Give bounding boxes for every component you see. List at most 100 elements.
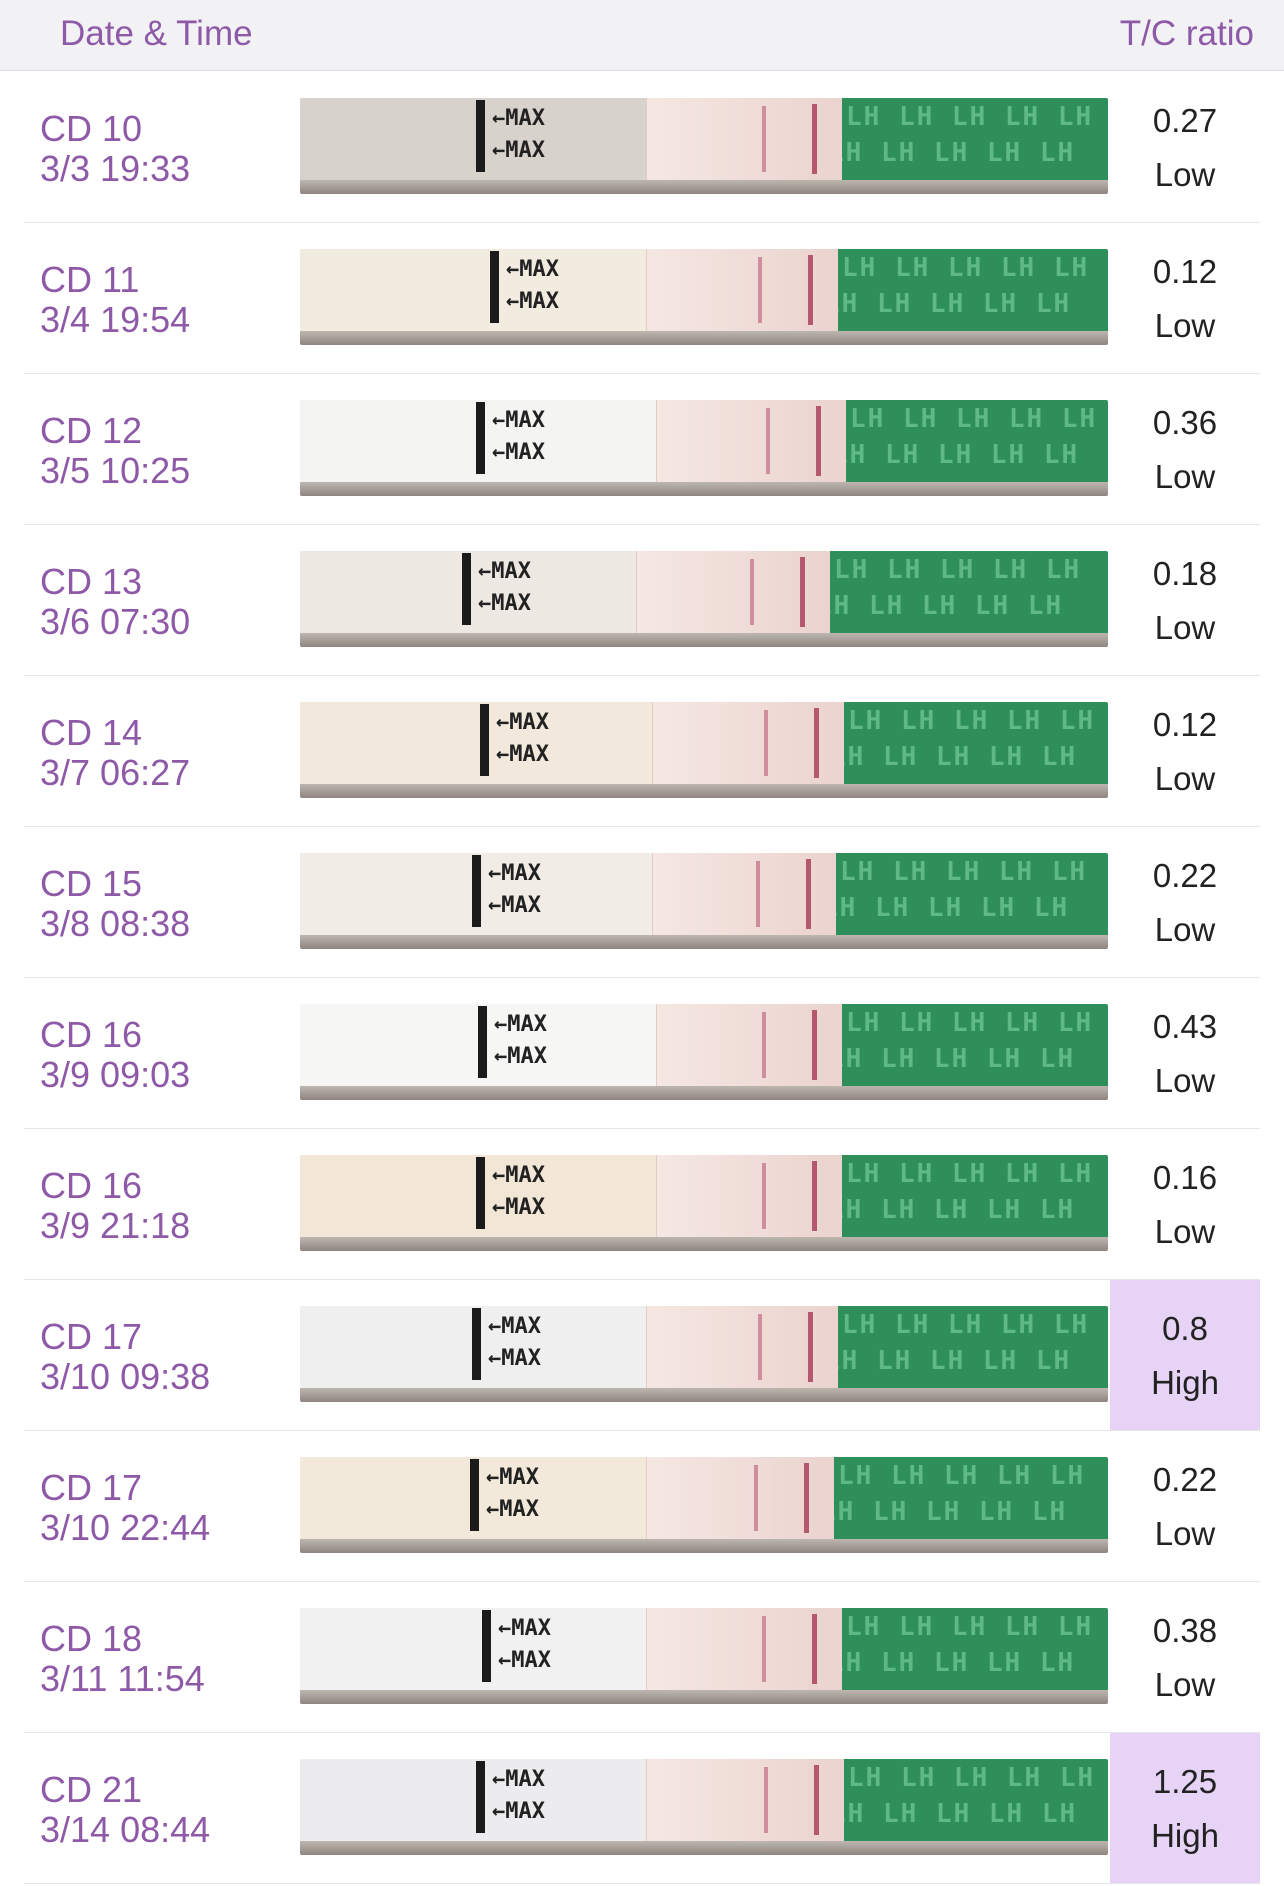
lh-level-label: Low: [1154, 1062, 1216, 1099]
control-line: [812, 1161, 817, 1231]
cycle-day-label: CD 17: [40, 1316, 143, 1357]
ratio-cell: 0.43 Low: [1110, 978, 1260, 1128]
lh-pattern-top: LH LH LH LH LH: [842, 1310, 1090, 1340]
strip-lh-label-end: LH LH LH LH LH LH LH LH LH LH: [838, 249, 1108, 331]
cycle-day-label: CD 14: [40, 712, 143, 753]
lh-pattern-bottom: LH LH LH LH LH: [838, 1346, 1072, 1376]
strip-result-window: [652, 702, 845, 784]
ratio-cell: 0.22 Low: [1110, 827, 1260, 977]
date-time-column-header[interactable]: Date & Time: [60, 14, 253, 53]
strip-max-marker: [476, 1761, 485, 1833]
tc-ratio-column-header[interactable]: T/C ratio: [1119, 14, 1254, 53]
tc-ratio-value: 1.25: [1152, 1763, 1218, 1800]
cycle-day-label: CD 15: [40, 863, 143, 904]
max-label-top: ←MAX: [492, 106, 545, 131]
lh-pattern-top: LH LH LH LH LH: [846, 102, 1094, 132]
lh-pattern-bottom: LH LH LH LH LH: [830, 591, 1064, 621]
test-datetime-label: 3/4 19:54: [40, 299, 191, 340]
table-row[interactable]: CD 16 3/9 09:03 ←MAX ←MAX LH LH LH LH LH LH L…: [24, 978, 1260, 1129]
table-row[interactable]: CD 11 3/4 19:54 ←MAX ←MAX LH LH LH LH LH LH L…: [24, 223, 1260, 374]
cycle-day-label: CD 12: [40, 410, 143, 451]
strip-shadow: [300, 1539, 1108, 1553]
tc-ratio-value: 0.16: [1152, 1159, 1218, 1196]
lh-level-label: High: [1151, 1817, 1219, 1854]
test-line: [758, 257, 762, 323]
lh-test-strip-photo[interactable]: ←MAX ←MAX LH LH LH LH LH LH LH LH LH LH: [300, 400, 1108, 496]
lh-test-strip-photo[interactable]: ←MAX ←MAX LH LH LH LH LH LH LH LH LH LH: [300, 249, 1108, 345]
test-datetime-label: 3/8 08:38: [40, 903, 191, 944]
max-label-top: ←MAX: [488, 861, 541, 886]
lh-test-strip-photo[interactable]: ←MAX ←MAX LH LH LH LH LH LH LH LH LH LH: [300, 702, 1108, 798]
lh-test-strip-photo[interactable]: ←MAX ←MAX LH LH LH LH LH LH LH LH LH LH: [300, 1759, 1108, 1855]
cycle-day-label: CD 10: [40, 108, 143, 149]
table-row[interactable]: CD 13 3/6 07:30 ←MAX ←MAX LH LH LH LH LH LH L…: [24, 525, 1260, 676]
max-label-top: ←MAX: [498, 1616, 551, 1641]
lh-test-strip-photo[interactable]: ←MAX ←MAX LH LH LH LH LH LH LH LH LH LH: [300, 98, 1108, 194]
ratio-cell: 0.12 Low: [1110, 676, 1260, 826]
lh-pattern-top: LH LH LH LH LH: [834, 555, 1082, 585]
table-row[interactable]: CD 10 3/3 19:33 ←MAX ←MAX LH LH LH LH LH LH L…: [24, 72, 1260, 223]
table-row[interactable]: CD 16 3/9 21:18 ←MAX ←MAX LH LH LH LH LH LH L…: [24, 1129, 1260, 1280]
lh-test-strip-photo[interactable]: ←MAX ←MAX LH LH LH LH LH LH LH LH LH LH: [300, 1306, 1108, 1402]
table-row[interactable]: CD 12 3/5 10:25 ←MAX ←MAX LH LH LH LH LH LH L…: [24, 374, 1260, 525]
table-row[interactable]: CD 18 3/11 11:54 ←MAX ←MAX LH LH LH LH LH LH …: [24, 1582, 1260, 1733]
lh-pattern-top: LH LH LH LH LH: [840, 857, 1088, 887]
strip-result-window: [646, 1759, 845, 1841]
lh-test-strip-photo[interactable]: ←MAX ←MAX LH LH LH LH LH LH LH LH LH LH: [300, 1457, 1108, 1553]
max-label-bottom: ←MAX: [498, 1648, 551, 1673]
strip-lh-label-end: LH LH LH LH LH LH LH LH LH LH: [842, 1004, 1108, 1086]
max-label-bottom: ←MAX: [492, 440, 545, 465]
lh-test-strip-photo[interactable]: ←MAX ←MAX LH LH LH LH LH LH LH LH LH LH: [300, 551, 1108, 647]
test-datetime-label: 3/5 10:25: [40, 450, 191, 491]
tc-ratio-value: 0.12: [1152, 706, 1218, 743]
test-line: [754, 1465, 758, 1531]
max-label-top: ←MAX: [478, 559, 531, 584]
strip-shadow: [300, 935, 1108, 949]
lh-test-strip-photo[interactable]: ←MAX ←MAX LH LH LH LH LH LH LH LH LH LH: [300, 853, 1108, 949]
lh-pattern-bottom: LH LH LH LH LH: [834, 1497, 1068, 1527]
max-label-bottom: ←MAX: [492, 138, 545, 163]
cycle-day-label: CD 13: [40, 561, 143, 602]
test-line: [750, 559, 754, 625]
control-line: [812, 1010, 817, 1080]
control-line: [816, 406, 821, 476]
lh-level-label: High: [1151, 1364, 1219, 1401]
control-line: [804, 1463, 809, 1533]
strip-shadow: [300, 633, 1108, 647]
lh-pattern-bottom: LH LH LH LH LH: [844, 1799, 1078, 1829]
table-row[interactable]: CD 14 3/7 06:27 ←MAX ←MAX LH LH LH LH LH LH L…: [24, 676, 1260, 827]
ratio-cell: 0.38 Low: [1110, 1582, 1260, 1732]
lh-test-strip-photo[interactable]: ←MAX ←MAX LH LH LH LH LH LH LH LH LH LH: [300, 1004, 1108, 1100]
lh-test-strip-photo[interactable]: ←MAX ←MAX LH LH LH LH LH LH LH LH LH LH: [300, 1155, 1108, 1251]
lh-pattern-bottom: LH LH LH LH LH: [842, 138, 1076, 168]
test-line: [758, 1314, 762, 1380]
cycle-day-label: CD 18: [40, 1618, 143, 1659]
strip-max-marker: [478, 1006, 487, 1078]
strip-result-window: [646, 249, 839, 331]
tc-ratio-value: 0.12: [1152, 253, 1218, 290]
strip-lh-label-end: LH LH LH LH LH LH LH LH LH LH: [842, 1155, 1108, 1237]
strip-max-marker: [490, 251, 499, 323]
max-label-bottom: ←MAX: [506, 289, 559, 314]
table-row[interactable]: CD 21 3/14 08:44 ←MAX ←MAX LH LH LH LH LH LH …: [24, 1733, 1260, 1884]
lh-level-label: Low: [1154, 1666, 1216, 1703]
max-label-bottom: ←MAX: [478, 591, 531, 616]
max-label-top: ←MAX: [494, 1012, 547, 1037]
test-datetime-label: 3/11 11:54: [40, 1658, 205, 1699]
lh-pattern-bottom: LH LH LH LH LH: [846, 440, 1080, 470]
strip-shadow: [300, 1086, 1108, 1100]
strip-result-window: [646, 1306, 839, 1388]
table-row[interactable]: CD 15 3/8 08:38 ←MAX ←MAX LH LH LH LH LH LH L…: [24, 827, 1260, 978]
table-row[interactable]: CD 17 3/10 09:38 ←MAX ←MAX LH LH LH LH LH LH …: [24, 1280, 1260, 1431]
strip-lh-label-end: LH LH LH LH LH LH LH LH LH LH: [842, 98, 1108, 180]
tc-ratio-value: 0.27: [1152, 102, 1218, 139]
lh-level-label: Low: [1154, 156, 1216, 193]
lh-test-strip-photo[interactable]: ←MAX ←MAX LH LH LH LH LH LH LH LH LH LH: [300, 1608, 1108, 1704]
lh-level-label: Low: [1154, 458, 1216, 495]
lh-level-label: Low: [1154, 609, 1216, 646]
ratio-cell-high: 0.8 High: [1110, 1280, 1260, 1430]
table-row[interactable]: CD 17 3/10 22:44 ←MAX ←MAX LH LH LH LH LH LH …: [24, 1431, 1260, 1582]
test-line: [764, 710, 768, 776]
test-datetime-label: 3/6 07:30: [40, 601, 191, 642]
max-label-bottom: ←MAX: [492, 1799, 545, 1824]
